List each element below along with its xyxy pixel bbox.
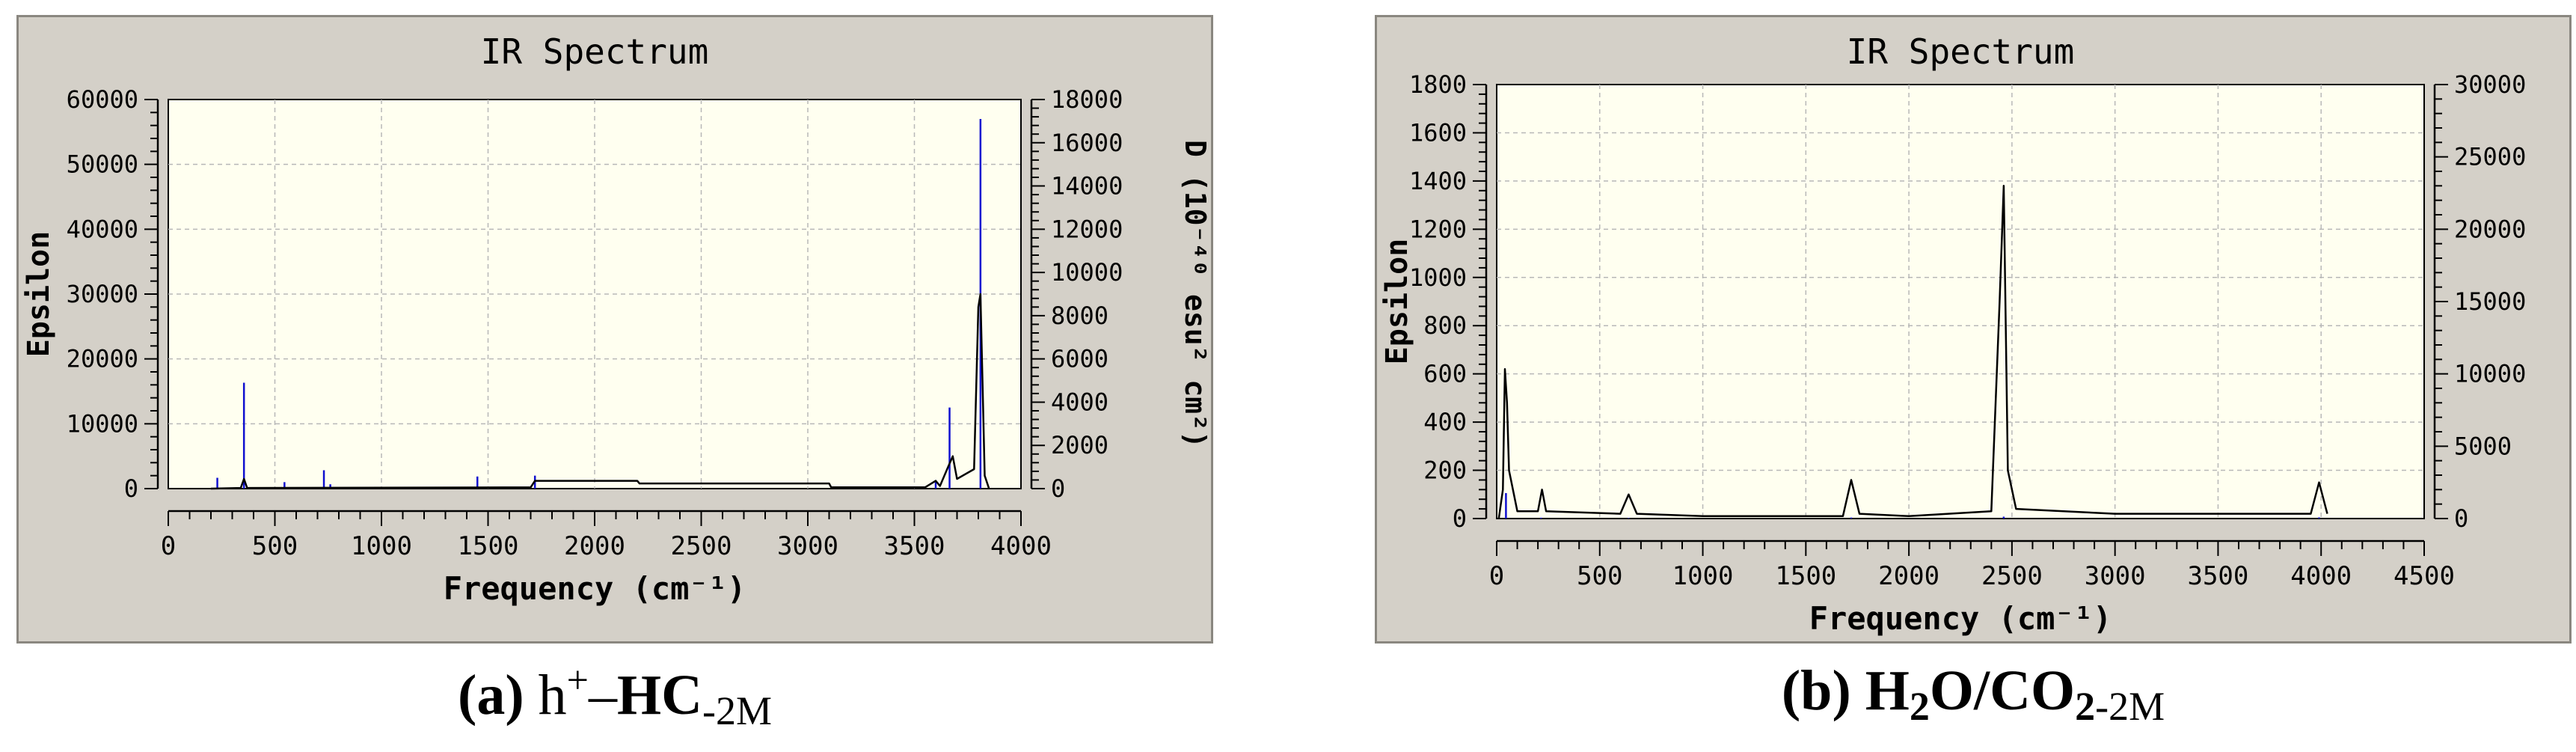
y2-tick-label: 2000 [1051,431,1108,459]
ir-spectrum-panel-a: 0 500 1000 1500 2000 2500 3000 3500 4000 0 10000 20… [16,15,1213,644]
x-tick-label: 2000 [1878,561,1939,591]
x-tick-label: 500 [252,531,298,561]
y-tick-label: 10000 [67,409,138,438]
y-tick-label: 1600 [1409,118,1467,147]
y2-tick-label: 15000 [2454,287,2526,316]
y2-tick-label: 30000 [2454,70,2526,99]
y2-tick-label: 4000 [1051,388,1108,416]
ir-spectrum-chart-b: 0 500 1000 1500 2000 2500 3000 3500 4000 45000200… [1380,31,2526,637]
x-axis-label: Frequency (cm⁻¹) [444,570,746,607]
y2-tick-label: 14000 [1051,172,1123,201]
y-tick-label: 30000 [67,280,138,308]
x-tick-label: 1500 [458,531,519,561]
x-tick-label: 1500 [1775,561,1836,591]
plot-area [1496,84,2425,519]
y2-tick-label: 8000 [1051,302,1108,330]
y2-tick-label: 25000 [2454,143,2526,171]
x-tick-label: 1000 [1672,561,1734,591]
y2-tick-label: 18000 [1051,85,1123,114]
y2-tick-label: 12000 [1051,215,1123,243]
y-tick-label: 200 [1423,456,1467,485]
x-tick-label: 3500 [884,531,945,561]
caption-a: (a) h+–HC-2M [16,658,1213,734]
spectrum-line [1497,185,2328,519]
caption-b-pre: H [1865,659,1910,722]
chart-title: IR Spectrum [481,31,709,72]
caption-b-label: (b) [1781,659,1851,722]
x-tick-label: 2500 [1981,561,2043,591]
y2-tick-label: 10000 [2454,360,2526,388]
y-tick-label: 60000 [67,85,138,114]
y2-tick-label: 0 [1051,474,1065,503]
ir-spectrum-chart-a: 0 500 1000 1500 2000 2500 3000 3500 400001000020… [22,31,1211,607]
caption-a-base: h [538,664,567,727]
caption-b-sub2: 2 [2075,684,2096,729]
caption-a-sub: -2M [702,688,772,733]
x-tick-label: 1000 [351,531,412,561]
x-tick-label: 3000 [2085,561,2146,591]
y-tick-label: 600 [1423,360,1467,388]
y2-tick-label: 20000 [2454,215,2526,243]
y-tick-label: 1200 [1409,215,1467,243]
y-tick-label: 0 [1453,504,1467,533]
y-tick-label: 20000 [67,345,138,373]
y2-axis-label: D (10⁻⁴⁰ esu² cm²) [1179,140,1211,448]
chart-title: IR Spectrum [1847,31,2075,72]
caption-a-main: HC [616,664,702,727]
caption-a-sup: + [566,659,589,702]
y2-tick-label: 5000 [2454,432,2512,460]
caption-b-sub1: 2 [1909,684,1930,729]
caption-b: (b) H2O/CO2-2M [1375,658,2572,730]
x-tick-label: 0 [161,531,176,561]
caption-b-mid: O/CO [1929,659,2076,722]
spectrum-line [210,293,990,490]
x-tick-label: 4000 [990,531,1052,561]
y-tick-label: 0 [124,474,138,503]
x-tick-label: 4500 [2393,561,2455,591]
y-tick-label: 400 [1423,408,1467,436]
y-tick-label: 1000 [1409,263,1467,292]
x-tick-label: 2000 [564,531,625,561]
x-axis-label: Frequency (cm⁻¹) [1809,600,2112,637]
x-tick-label: 3000 [777,531,838,561]
x-tick-label: 500 [1577,561,1622,591]
x-tick-label: 0 [1489,561,1504,591]
y2-tick-label: 6000 [1051,345,1108,373]
y-tick-label: 1400 [1409,167,1467,195]
caption-b-suffix: -2M [2095,684,2165,729]
y2-tick-label: 16000 [1051,129,1123,157]
y2-tick-label: 0 [2454,504,2468,533]
y-axis-label: Epsilon [22,231,56,358]
x-tick-label: 2500 [671,531,732,561]
y-tick-label: 800 [1423,311,1467,340]
y-tick-label: 1800 [1409,70,1467,99]
x-tick-label: 3500 [2187,561,2248,591]
x-tick-label: 4000 [2290,561,2352,591]
ir-spectrum-panel-b: 0 500 1000 1500 2000 2500 3000 3500 4000 4500 0 200… [1375,15,2572,644]
caption-a-dash: – [588,664,617,727]
y-axis-label: Epsilon [1380,239,1414,365]
y2-tick-label: 10000 [1051,258,1123,287]
caption-a-label: (a) [458,664,524,727]
y-tick-label: 40000 [67,215,138,243]
y-tick-label: 50000 [67,150,138,179]
